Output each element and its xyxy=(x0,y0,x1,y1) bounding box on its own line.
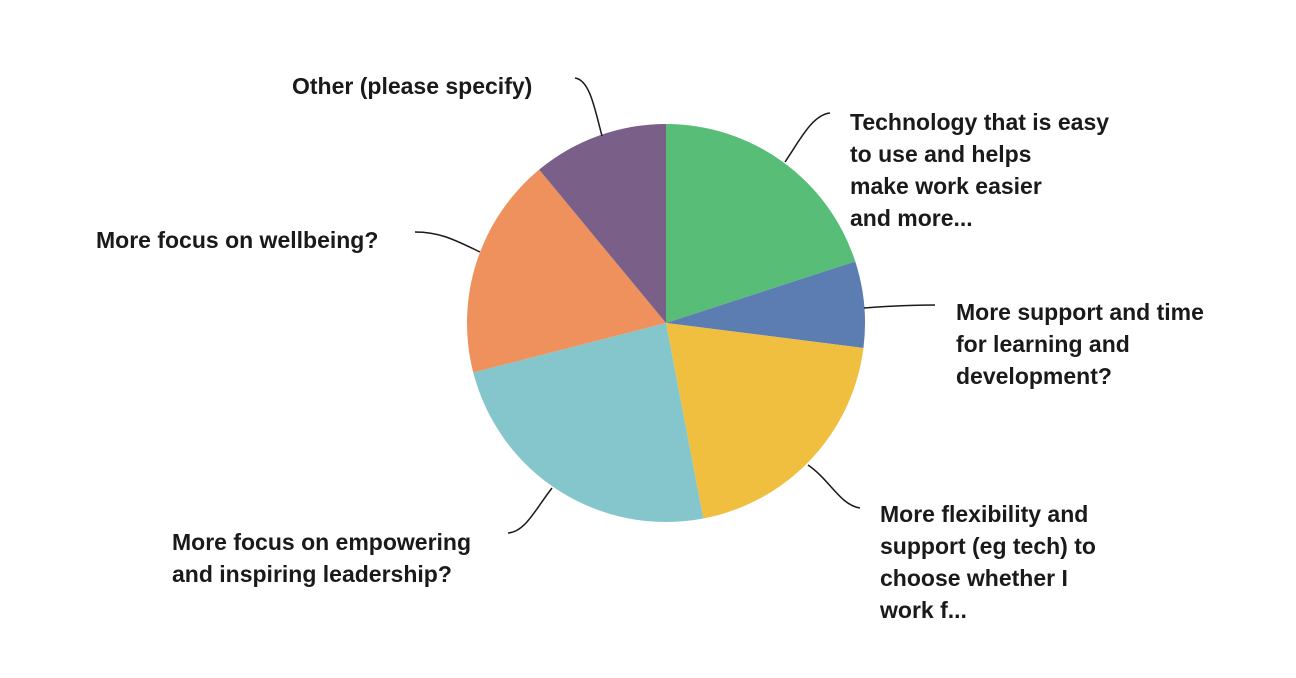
pie-slice xyxy=(539,124,666,323)
slice-label: Other (please specify) xyxy=(292,73,533,99)
leader-line xyxy=(574,77,603,137)
slice-label: More focus on empowering and inspiring l… xyxy=(172,529,472,587)
slice-label: More support and time for learning and d… xyxy=(956,299,1204,389)
slice-label: Technology that is easy to use and helps… xyxy=(850,109,1110,231)
leader-line xyxy=(863,304,936,309)
leader-line xyxy=(807,464,861,509)
pie-slice xyxy=(467,169,666,373)
leader-line xyxy=(507,487,553,534)
pie-slice xyxy=(666,261,865,348)
slice-label: More focus on wellbeing? xyxy=(96,227,379,253)
pie-slice xyxy=(473,323,704,522)
leader-line xyxy=(414,231,481,253)
leader-line xyxy=(784,112,831,163)
slice-label: More flexibility and support (eg tech) t… xyxy=(880,501,1096,623)
pie-slice xyxy=(666,124,856,323)
pie-slice xyxy=(666,323,864,519)
